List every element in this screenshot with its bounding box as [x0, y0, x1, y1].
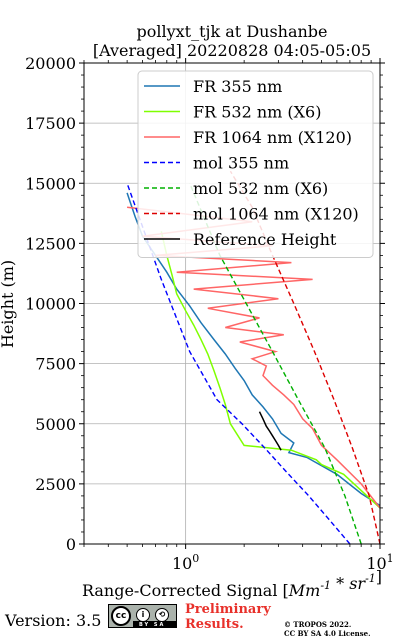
series-fr-532-nm-x6 — [160, 231, 380, 509]
series-layer — [126, 170, 380, 544]
series-fr-355-nm — [126, 192, 380, 507]
x-axis: 100 101 — [83, 58, 394, 573]
series-mol-355-nm — [126, 183, 351, 544]
y-axis-label: Height (m) — [0, 260, 17, 348]
y-tick-label: 15000 — [25, 174, 76, 193]
legend-entry: FR 532 nm (X6) — [193, 103, 321, 122]
cc-license-badge[interactable]: cc i ⟲ BY SA — [108, 604, 177, 628]
badge-strip-text: BY SA — [139, 622, 166, 628]
sa-icon: ⟲ — [155, 608, 169, 622]
copyright-notice: © TROPOS 2022. CC BY SA 4.0 License. — [284, 620, 371, 638]
legend-box — [137, 70, 374, 258]
chart-title-line2: [Averaged] 20220828 04:05-05:05 — [93, 41, 371, 60]
legend-entry: mol 355 nm — [193, 154, 289, 173]
y-tick-label: 5000 — [35, 415, 76, 434]
version-label: Version: 3.5 — [5, 611, 102, 630]
series-mol-1064-nm-x120 — [229, 170, 380, 544]
y-tick-label: 20000 — [25, 54, 76, 73]
x-tick-label: 100 — [172, 552, 199, 573]
badge-strip — [133, 621, 176, 627]
by-icon: i — [136, 608, 150, 622]
y-tick-label: 2500 — [35, 475, 76, 494]
legend-entry: Reference Height — [193, 230, 337, 249]
preliminary-line1: Preliminary — [185, 602, 271, 617]
chart-title-line1: pollyxt_tjk at Dushanbe — [136, 22, 327, 41]
legend: FR 355 nm FR 532 nm (X6) FR 1064 nm (X120)… — [137, 70, 374, 258]
y-tick-label: 10000 — [25, 295, 76, 314]
series-fr-1064-nm-x120 — [127, 206, 380, 509]
legend-entry: mol 1064 nm (X120) — [193, 205, 359, 224]
legend-entry: mol 532 nm (X6) — [193, 179, 328, 198]
y-axis: 0 2500 5000 7500 10000 12500 15000 17500 20000 — [25, 54, 385, 554]
preliminary-line2: Results. — [185, 617, 244, 632]
copyright-line2: CC BY SA 4.0 License. — [284, 629, 371, 638]
y-tick-label: 0 — [66, 535, 76, 554]
y-tick-label: 17500 — [25, 114, 76, 133]
series-mol-532-nm-x6 — [189, 183, 362, 544]
copyright-line1: © TROPOS 2022. — [284, 620, 352, 629]
y-tick-label: 12500 — [25, 234, 76, 253]
preliminary-notice: Preliminary Results. — [185, 602, 271, 632]
cc-icon: cc — [111, 606, 131, 626]
series-reference-height — [258, 411, 282, 451]
range-corrected-signal-chart: pollyxt_tjk at Dushanbe [Averaged] 20220… — [0, 22, 394, 600]
x-axis-label: Range-Corrected Signal [Mm-1 * sr-1] — [82, 567, 382, 600]
y-tick-label: 7500 — [35, 355, 76, 374]
legend-entry: FR 355 nm — [193, 77, 282, 96]
legend-entry: FR 1064 nm (X120) — [193, 128, 352, 147]
